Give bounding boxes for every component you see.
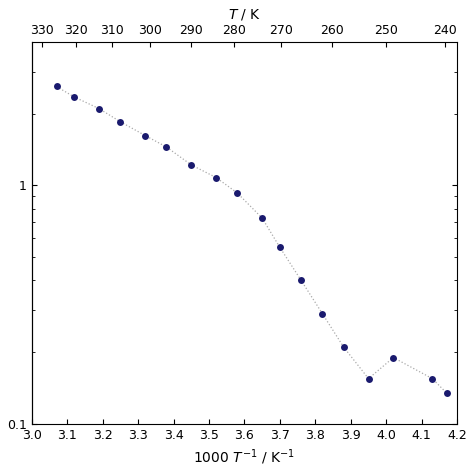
X-axis label: $T$ / K: $T$ / K (228, 7, 261, 22)
X-axis label: $1000\ T^{-1}$ / K$^{-1}$: $1000\ T^{-1}$ / K$^{-1}$ (193, 447, 295, 467)
